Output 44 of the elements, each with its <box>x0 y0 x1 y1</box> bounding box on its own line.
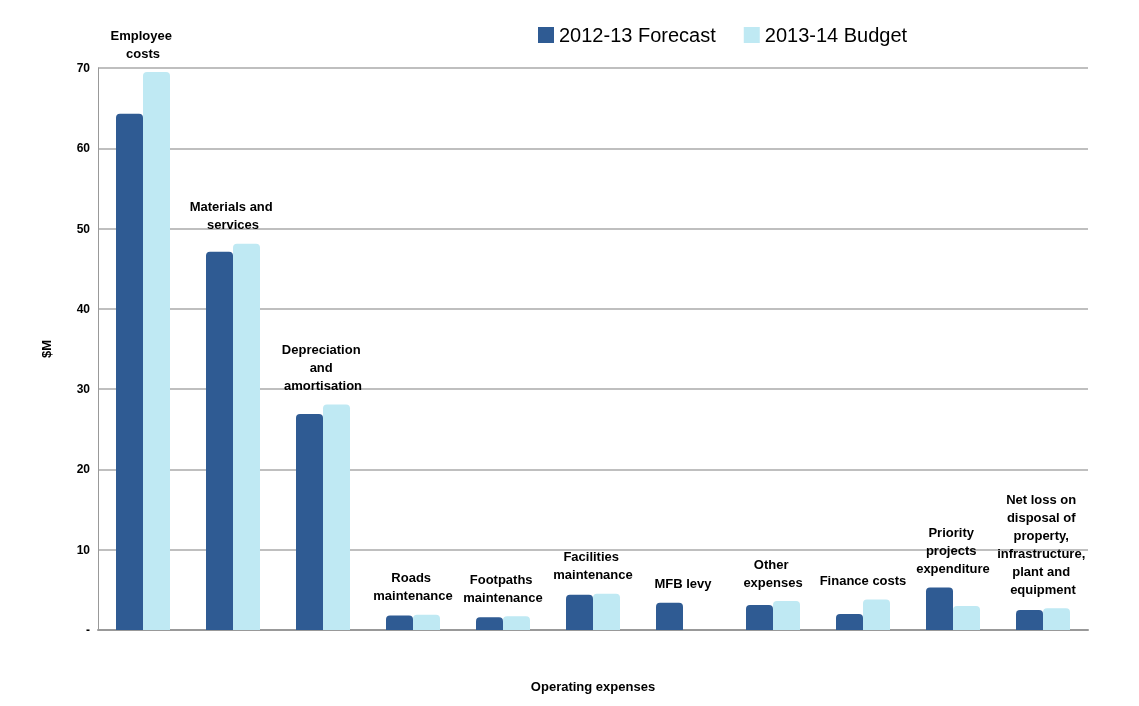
bar <box>116 113 143 630</box>
y-tick-label: - <box>86 623 90 637</box>
bar <box>773 601 800 630</box>
bar <box>206 251 233 630</box>
x-tick-label: Facilities maintenance <box>553 549 633 583</box>
x-tick-label: Net loss on disposal of property, infrastructure, plant and equipment <box>997 491 1089 597</box>
x-axis-title: Operating expenses <box>530 679 656 694</box>
legend-label: 2012-13 Forecast <box>559 24 717 46</box>
bar <box>233 243 260 630</box>
bar <box>926 587 953 630</box>
x-tick-label: Employee costs <box>110 27 176 61</box>
bar <box>143 72 170 630</box>
y-tick-label: 70 <box>76 61 91 75</box>
y-tick-label: 30 <box>76 382 91 397</box>
bar <box>566 594 593 630</box>
x-tick-label: Roads maintenance <box>373 570 453 604</box>
bar <box>1016 609 1043 630</box>
bar <box>863 599 890 630</box>
bar <box>503 616 530 630</box>
bar <box>953 605 980 630</box>
bar <box>296 414 323 630</box>
x-tick-label: Footpaths maintenance <box>463 571 543 605</box>
y-tick-label: 20 <box>76 462 91 477</box>
y-tick-label: 50 <box>76 221 91 236</box>
x-tick-label: Finance costs <box>819 572 907 588</box>
legend-label: 2013-14 Budget <box>764 24 908 46</box>
bar <box>593 593 620 630</box>
bar <box>476 617 503 630</box>
y-tick-label: 40 <box>76 301 91 316</box>
x-tick-label: Priority projects expenditure <box>916 524 990 576</box>
bar <box>746 605 773 630</box>
y-axis-title: $M <box>39 339 54 359</box>
x-tick-label: MFB levy <box>654 576 713 592</box>
y-tick-label: 10 <box>76 542 91 557</box>
x-tick-label: Depreciation and amortisation <box>281 341 365 393</box>
y-tick-label: 60 <box>76 141 91 156</box>
x-tick-label: Other expenses <box>743 556 803 590</box>
bar <box>836 613 863 630</box>
bar <box>1043 608 1070 630</box>
bar <box>656 602 683 630</box>
x-tick-label: Materials and services <box>189 199 277 233</box>
bar <box>413 614 440 630</box>
bar <box>386 615 413 630</box>
bar <box>323 404 350 630</box>
